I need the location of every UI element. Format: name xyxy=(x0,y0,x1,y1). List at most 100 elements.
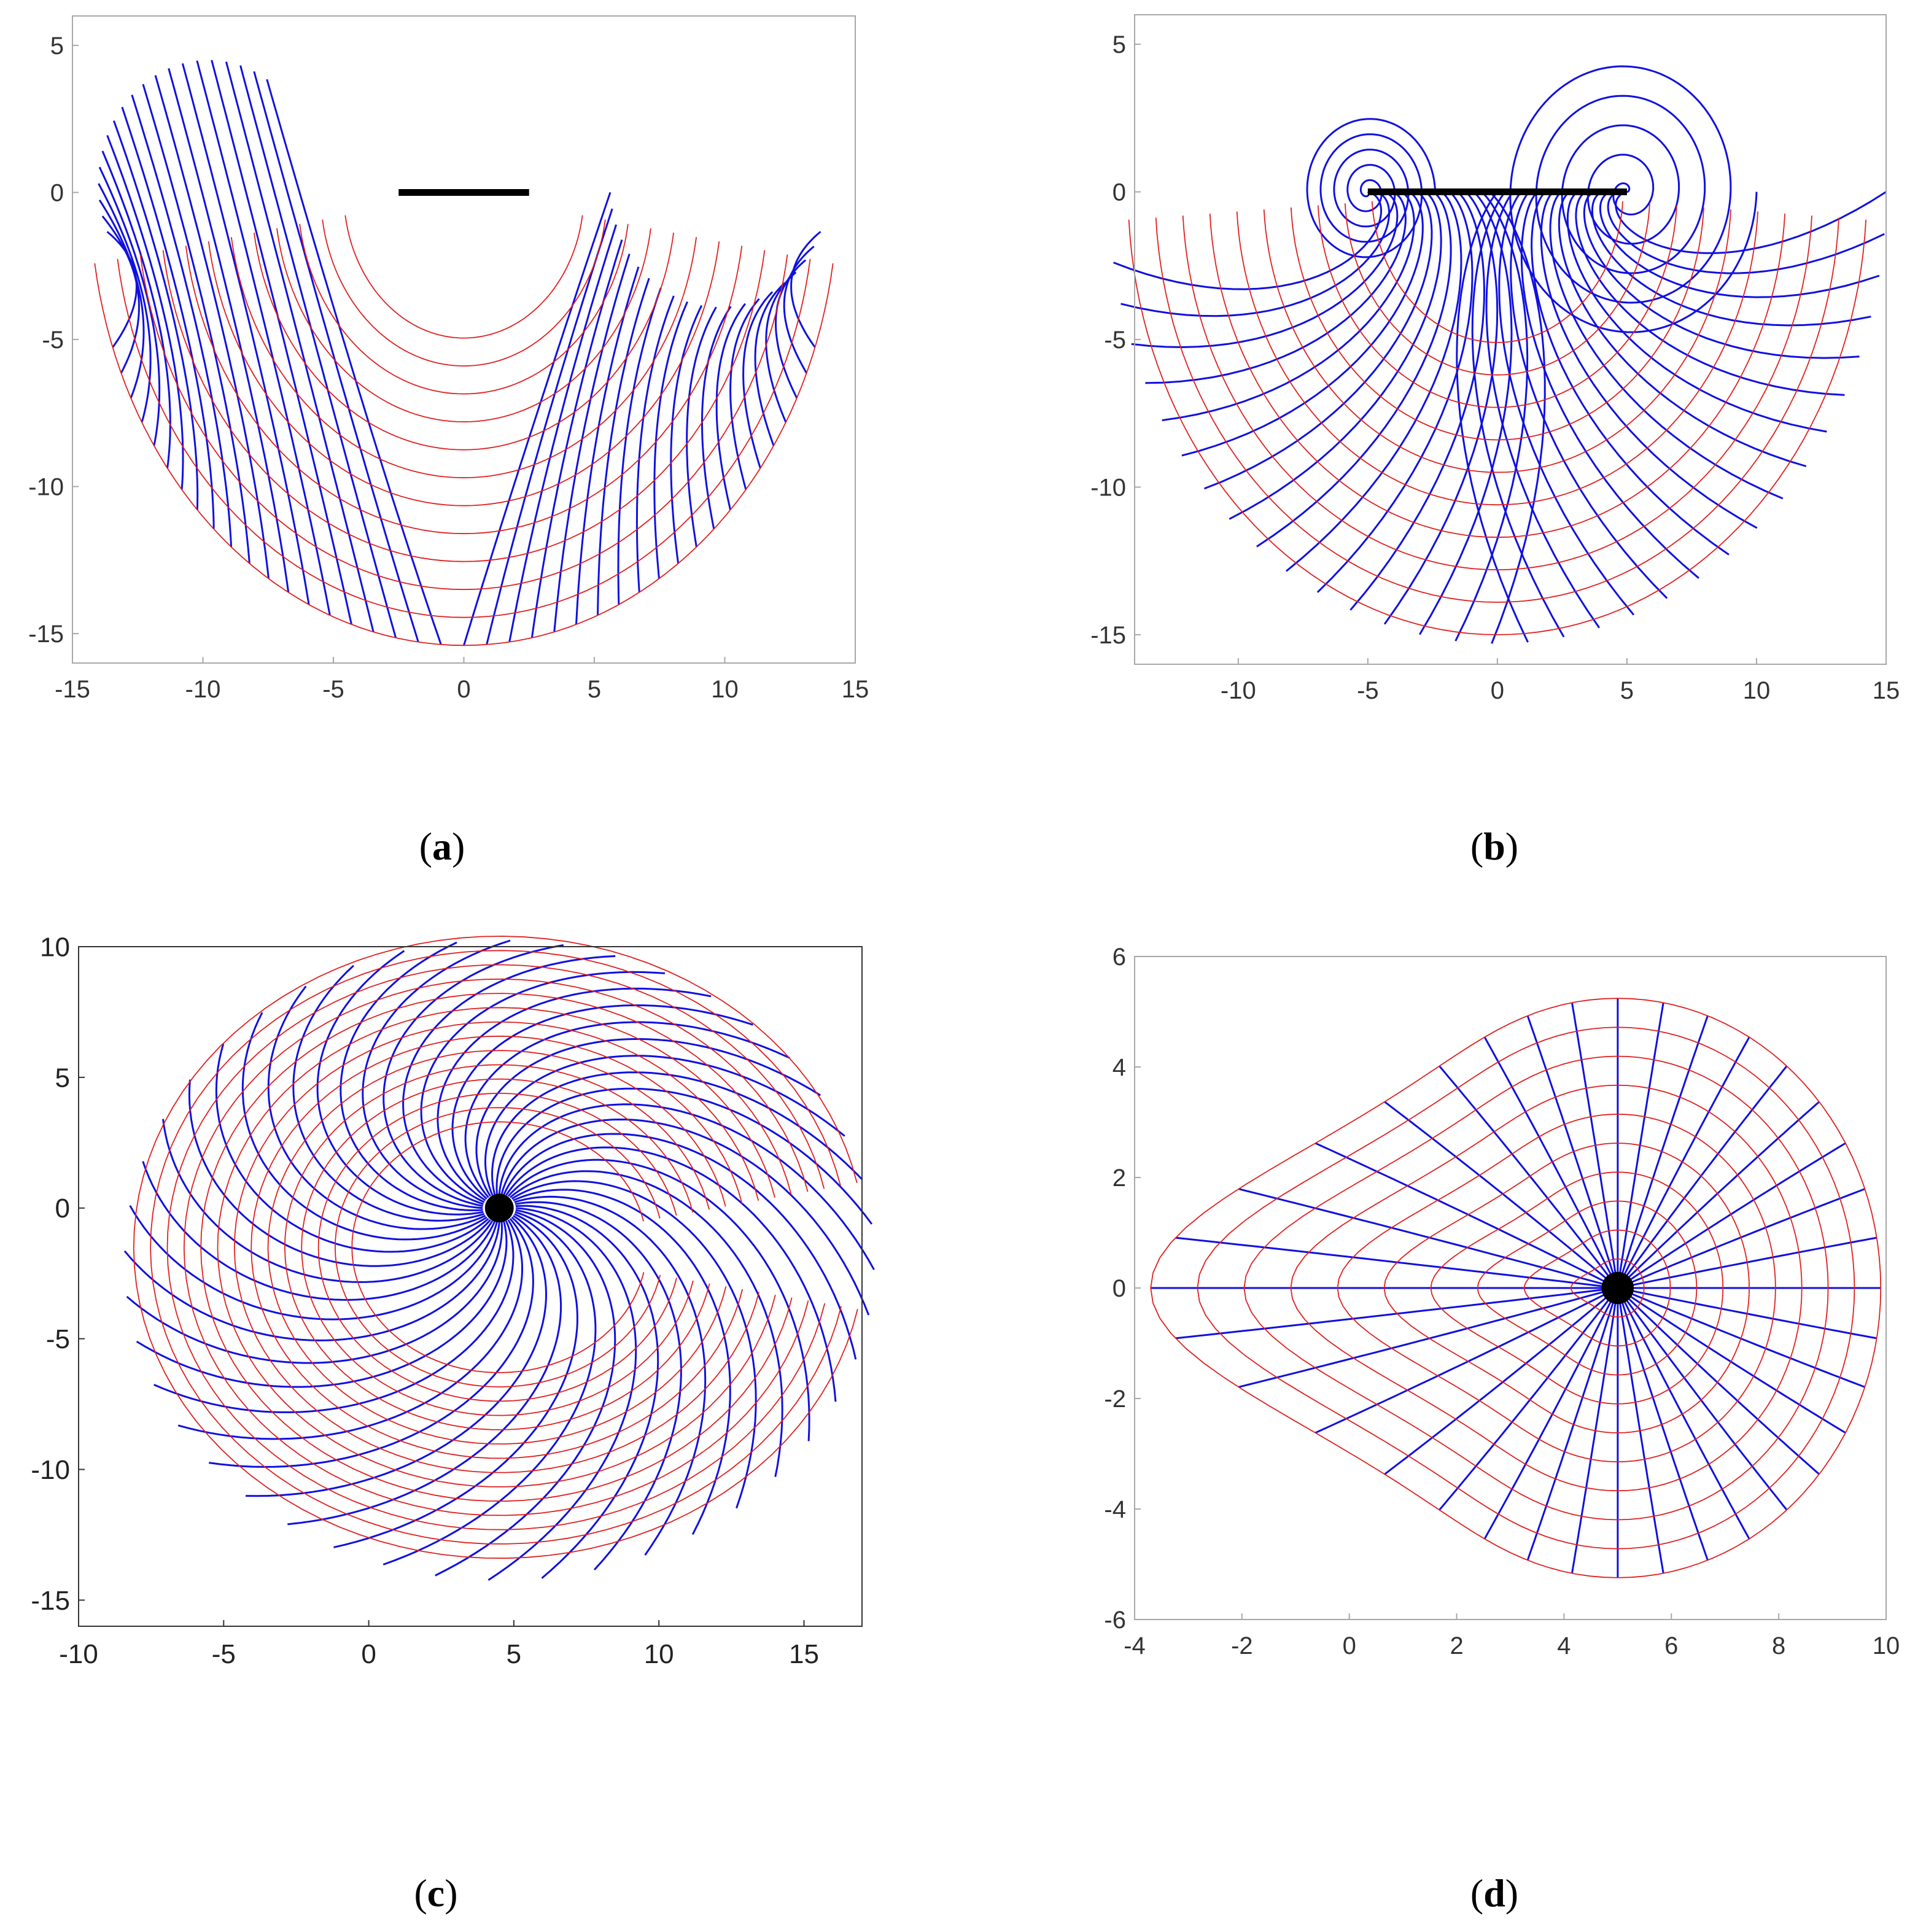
x-tick-label: 5 xyxy=(588,676,601,703)
radial-curve xyxy=(617,287,662,605)
radial-curve xyxy=(701,306,732,529)
radial-curve xyxy=(1314,1287,1618,1434)
radial-curve xyxy=(112,120,199,510)
radial-curve xyxy=(1439,1287,1619,1511)
radial-curve xyxy=(1617,1287,1820,1475)
panel-b-caption-letter: b xyxy=(1483,824,1505,868)
orthogonal-curve xyxy=(185,246,743,535)
radial-curve xyxy=(98,183,152,423)
x-tick-label: -15 xyxy=(55,676,90,703)
radial-curve xyxy=(98,199,145,398)
orthogonal-curve xyxy=(133,936,858,1559)
radial-curve xyxy=(1571,1003,1619,1289)
x-tick-label: 8 xyxy=(1772,1632,1785,1659)
y-tick-label: 6 xyxy=(1112,944,1126,971)
radial-curve xyxy=(420,971,666,1203)
radial-curve xyxy=(1540,191,1758,529)
y-tick-label: -5 xyxy=(46,1324,70,1354)
panel-d-caption: (d) xyxy=(1470,1871,1518,1915)
x-tick-label: 10 xyxy=(711,676,739,703)
x-tick-label: 5 xyxy=(507,1639,521,1669)
panel-c-axes: -10 -5 0 5 10 15 10 5 0 -5 -10 -15 xyxy=(31,932,863,1669)
radial-curve xyxy=(670,305,703,564)
x-tick-label: 5 xyxy=(1620,677,1634,704)
radial-curve xyxy=(1558,191,1807,467)
orthogonal-curve xyxy=(200,993,793,1502)
radial-curve xyxy=(241,1012,487,1241)
orthogonal-curve xyxy=(351,1121,645,1373)
radial-curve xyxy=(181,63,310,605)
radial-curve xyxy=(225,61,375,632)
radial-curve xyxy=(754,282,786,446)
orthogonal-curve xyxy=(1344,203,1650,376)
orthogonal-curve xyxy=(1209,213,1785,538)
radial-curve xyxy=(1617,1287,1750,1540)
x-tick-label: -10 xyxy=(1221,677,1256,704)
x-tick-label: -2 xyxy=(1231,1632,1253,1659)
orthogonal-curve xyxy=(1371,201,1623,343)
radial-curve xyxy=(1531,191,1730,556)
radial-curve xyxy=(106,134,184,490)
radial-curve xyxy=(382,944,564,1207)
orthogonal-curve xyxy=(284,1064,710,1430)
orthogonal-curve xyxy=(162,250,766,562)
radial-curve xyxy=(451,1004,753,1200)
radial-curve xyxy=(131,95,233,547)
radial-curve xyxy=(153,1220,515,1413)
y-tick-label: 10 xyxy=(40,932,70,962)
radial-curve xyxy=(1617,1142,1846,1289)
radial-curve xyxy=(1471,191,1565,638)
radial-curve xyxy=(333,1212,578,1548)
orthogonal-curve xyxy=(1243,1055,1829,1521)
y-tick-label: 0 xyxy=(50,179,64,206)
orthogonal-curve xyxy=(1236,211,1758,506)
radial-curve xyxy=(1510,191,1668,599)
y-tick-label: 0 xyxy=(55,1193,70,1224)
radial-curve xyxy=(154,75,270,579)
radial-curve xyxy=(1498,191,1635,616)
y-tick-label: 0 xyxy=(1112,179,1126,206)
orthogonal-curve xyxy=(250,1035,744,1459)
orthogonal-curve xyxy=(267,1050,727,1445)
y-tick-label: -6 xyxy=(1104,1607,1126,1634)
radial-curve xyxy=(1229,191,1442,520)
radial-curve xyxy=(168,68,290,593)
radial-curve xyxy=(1483,1287,1619,1540)
panel-c-plot-area xyxy=(123,936,875,1581)
radial-curve xyxy=(783,246,815,374)
radial-curve xyxy=(362,939,511,1209)
radial-curve xyxy=(742,291,774,469)
y-tick-label: -2 xyxy=(1104,1386,1126,1413)
radial-curve xyxy=(1456,191,1529,643)
radial-curve xyxy=(1617,1287,1664,1573)
radial-curve xyxy=(686,306,717,548)
radial-curve xyxy=(1607,191,1885,274)
radial-curve xyxy=(1617,1101,1820,1289)
orthogonal-curve xyxy=(1430,1171,1724,1405)
radial-curve xyxy=(1566,191,1827,433)
radial-curve xyxy=(246,1216,548,1497)
y-tick-label: -15 xyxy=(1090,622,1126,649)
radial-curve xyxy=(1203,191,1433,490)
y-tick-label: 5 xyxy=(50,33,64,60)
radial-curve xyxy=(464,1021,790,1198)
orthogonal-curve xyxy=(183,978,809,1516)
x-tick-label: 0 xyxy=(1343,1632,1356,1659)
orthogonal-curve xyxy=(230,237,697,479)
radial-curve xyxy=(1162,191,1415,422)
radial-curve xyxy=(121,106,215,529)
orthogonal-curve xyxy=(217,1007,776,1488)
radial-curve xyxy=(1439,1065,1619,1289)
radial-curve xyxy=(1349,191,1486,611)
radial-curve xyxy=(402,955,616,1205)
orthogonal-curve xyxy=(139,254,788,591)
panel-a-axes: -15 -10 -5 0 5 10 15 5 0 -5 -10 -15 xyxy=(28,15,869,703)
radial-curve xyxy=(1384,1101,1618,1289)
radial-curve xyxy=(507,1158,810,1441)
radial-curve xyxy=(1383,191,1499,625)
x-tick-label: -5 xyxy=(322,676,344,703)
panel-b-axes: -10 -5 0 5 10 15 5 0 -5 -10 -15 xyxy=(1090,14,1900,704)
